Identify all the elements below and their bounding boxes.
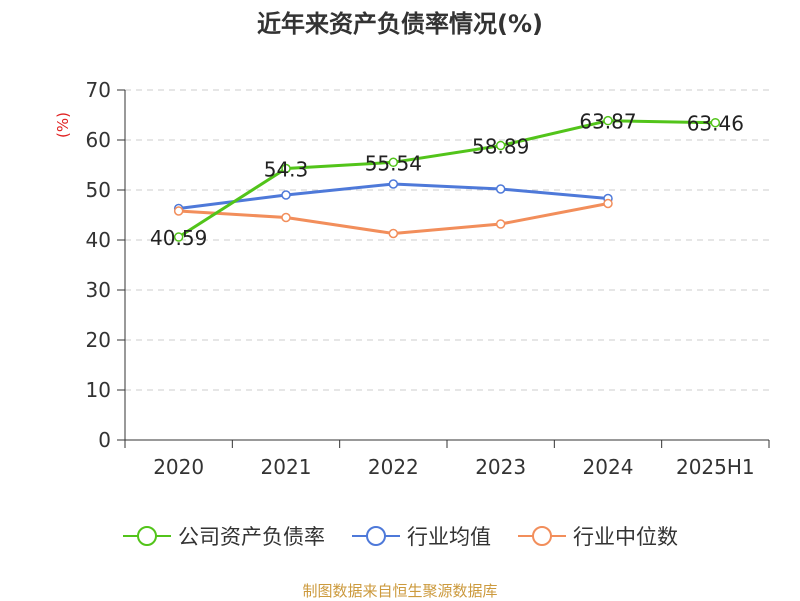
- data-label: 40.59: [150, 226, 207, 250]
- data-point: [388, 157, 399, 168]
- y-tick-label: 50: [86, 178, 111, 202]
- legend-label: 行业中位数: [573, 525, 678, 549]
- x-tick-label: 2022: [368, 455, 419, 479]
- y-tick-label: 20: [86, 328, 111, 352]
- data-point: [281, 163, 291, 174]
- series-lines: [173, 115, 721, 242]
- data-label: 55.54: [365, 151, 422, 175]
- x-tick-label: 2025H1: [676, 455, 755, 479]
- data-point: [281, 212, 291, 223]
- legend: 公司资产负债率 行业均值 行业中位数: [0, 521, 800, 551]
- y-tick-label: 30: [86, 278, 111, 302]
- data-point: [495, 140, 506, 151]
- chart-title: 近年来资产负债率情况(%): [257, 10, 543, 38]
- source-note: 制图数据来自恒生聚源数据库: [302, 582, 498, 600]
- x-tick-label: 2023: [475, 455, 526, 479]
- data-label: 63.87: [579, 110, 636, 134]
- data-labels: 40.59 54.3 55.54 58.89 63.87 63.46: [150, 110, 744, 250]
- data-point: [388, 179, 399, 189]
- data-point: [495, 184, 506, 194]
- legend-swatch-icon: [518, 526, 566, 546]
- data-point: [495, 219, 506, 229]
- legend-swatch-icon: [123, 526, 171, 546]
- legend-item[interactable]: 行业中位数: [517, 521, 678, 551]
- data-label: 58.89: [472, 135, 529, 159]
- y-tick-label: 60: [86, 128, 111, 152]
- data-label: 54.3: [264, 158, 309, 182]
- data-point: [173, 206, 184, 216]
- legend-swatch-icon: [352, 526, 400, 546]
- axes: 0 10 20 30 40 50 60 70 2020 2021 2022 2023 2024 2025H…: [86, 78, 770, 479]
- series-line-0: [177, 119, 716, 239]
- y-tick-label: 10: [86, 378, 111, 402]
- data-point: [603, 198, 613, 209]
- data-point: [388, 228, 399, 239]
- grid-lines: [125, 89, 769, 391]
- data-point: [710, 117, 721, 128]
- y-tick-label: 70: [86, 78, 111, 102]
- data-label: 63.46: [687, 112, 744, 136]
- data-point: [173, 232, 184, 242]
- x-tick-label: 2021: [261, 455, 312, 479]
- x-tick-label: 2020: [153, 455, 204, 479]
- legend-label: 公司资产负债率: [178, 525, 325, 549]
- x-tick-label: 2024: [583, 455, 634, 479]
- data-point: [603, 115, 613, 126]
- legend-item[interactable]: 公司资产负债率: [122, 521, 325, 551]
- y-axis-label: (%): [54, 112, 72, 138]
- legend-item[interactable]: 行业均值: [351, 521, 491, 551]
- y-tick-label: 0: [98, 428, 111, 452]
- legend-label: 行业均值: [407, 525, 491, 549]
- y-tick-label: 40: [86, 228, 111, 252]
- data-point: [281, 190, 291, 200]
